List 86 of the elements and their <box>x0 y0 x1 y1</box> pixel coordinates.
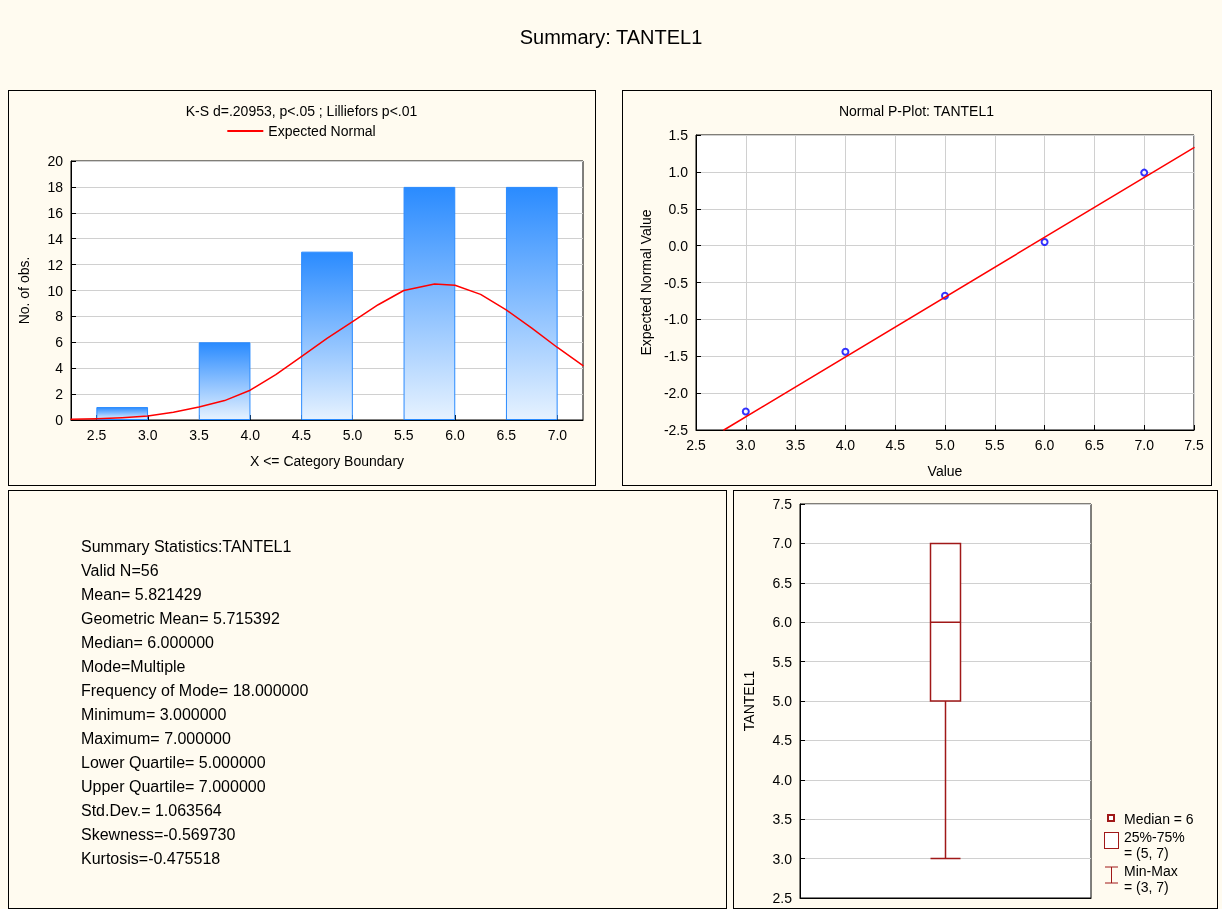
x-tick-label: 6.0 <box>1034 437 1055 453</box>
bar <box>505 186 558 420</box>
y-tick-label: 6.5 <box>772 574 793 591</box>
x-tick-label: 4.0 <box>240 427 261 443</box>
y-tick-label: 14 <box>47 230 64 247</box>
text: Median = 6 <box>1124 811 1194 827</box>
y-tick-label: 8 <box>55 308 64 325</box>
x-tick-label: 5.5 <box>394 427 414 443</box>
text: Valid N=56 <box>81 561 160 581</box>
x-tick-label: 3.0 <box>736 437 756 453</box>
x-tick-label: 3.0 <box>138 427 158 443</box>
y-tick-label: 0.0 <box>668 237 689 254</box>
chart-title: K-S d=.20953, p<.05 ; Lilliefors p<.01 <box>185 103 418 119</box>
y-tick-label: -1.0 <box>663 311 689 328</box>
y-tick-label: -1.5 <box>663 348 689 365</box>
y-axis-title: TANTEL1 <box>741 670 757 732</box>
x-tick-label: 6.5 <box>496 427 517 443</box>
x-tick-label: 7.5 <box>1184 437 1204 453</box>
point <box>741 407 750 416</box>
text: 25%-75% = (5, 7) <box>1124 829 1185 861</box>
y-tick-label: 0.5 <box>668 200 689 217</box>
text: Skewness=-0.569730 <box>81 825 237 845</box>
y-tick-label: 1.0 <box>668 163 689 180</box>
y-tick-label: 3.0 <box>772 850 793 867</box>
text: Mode=Multiple <box>81 657 187 677</box>
y-tick-label: 5.0 <box>772 693 793 709</box>
bar <box>403 186 456 420</box>
y-tick-label: 16 <box>47 204 64 221</box>
y-tick-label: 4.5 <box>772 732 793 749</box>
text: Minimum= 3.000000 <box>81 705 228 725</box>
y-tick-label: -0.5 <box>663 274 689 291</box>
y-tick-label: 5.5 <box>772 653 793 670</box>
text: Summary: TANTEL1 <box>518 25 704 49</box>
x-tick-label: 4.0 <box>835 437 856 453</box>
y-tick-label: 6 <box>55 334 64 351</box>
y-tick-label: 0 <box>55 412 64 428</box>
text: Mean= 5.821429 <box>81 585 203 605</box>
text: Geometric Mean= 5.715392 <box>81 609 281 629</box>
x-tick-label: 3.5 <box>785 437 806 453</box>
text: Min-Max = (3, 7) <box>1124 863 1178 895</box>
y-tick-label: 1.5 <box>668 127 689 143</box>
y-tick-label: 12 <box>47 256 64 273</box>
text: Median= 6.000000 <box>81 633 215 653</box>
x-tick-label: 6.5 <box>1084 437 1105 453</box>
x-tick-label: 7.0 <box>1134 437 1155 453</box>
chart-title: Normal P-Plot: TANTEL1 <box>838 103 995 119</box>
x-tick-label: 4.5 <box>885 437 906 453</box>
y-tick-label: 4 <box>55 360 64 377</box>
x-tick-label: 5.5 <box>985 437 1005 453</box>
text: Kurtosis=-0.475518 <box>81 849 222 869</box>
legend-label: Expected Normal <box>268 123 376 139</box>
y-axis-title: No. of obs. <box>16 256 32 325</box>
y-tick-label: 18 <box>47 178 64 195</box>
y-tick-label: 2.5 <box>772 890 793 906</box>
text: Lower Quartile= 5.000000 <box>81 753 267 773</box>
text: Maximum= 7.000000 <box>81 729 232 749</box>
y-tick-label: 2 <box>55 386 64 403</box>
x-tick-label: 5.0 <box>342 427 363 443</box>
y-tick-label: 4.0 <box>772 771 793 788</box>
y-tick-label: -2.5 <box>663 422 689 438</box>
y-tick-label: -2.0 <box>663 385 689 402</box>
x-tick-label: 5.0 <box>935 437 955 453</box>
text: Std.Dev.= 1.063564 <box>81 801 223 821</box>
x-tick-label: 7.0 <box>547 427 568 443</box>
x-tick-label: 3.5 <box>189 427 209 443</box>
text: Upper Quartile= 7.000000 <box>81 777 267 797</box>
x-axis-title: Value <box>927 463 963 479</box>
bar <box>301 251 353 420</box>
y-tick-label: 6.0 <box>772 614 793 631</box>
x-tick-label: 4.5 <box>291 427 312 443</box>
y-axis-title: Expected Normal Value <box>637 209 654 356</box>
bar <box>198 342 251 420</box>
point <box>1040 237 1049 246</box>
y-tick-label: 10 <box>47 282 64 299</box>
point <box>841 347 850 356</box>
text: Summary Statistics:TANTEL1 <box>81 537 293 557</box>
y-tick-label: 7.5 <box>772 496 793 512</box>
x-axis-title: X <= Category Boundary <box>249 453 405 469</box>
x-tick-label: 6.0 <box>445 427 465 443</box>
x-tick-label: 2.5 <box>686 437 706 453</box>
y-tick-label: 3.5 <box>772 811 793 828</box>
point <box>1140 168 1149 177</box>
text: Frequency of Mode= 18.000000 <box>81 681 309 701</box>
y-tick-label: 20 <box>47 153 64 169</box>
y-tick-label: 7.0 <box>772 535 793 552</box>
x-tick-label: 2.5 <box>86 427 107 443</box>
